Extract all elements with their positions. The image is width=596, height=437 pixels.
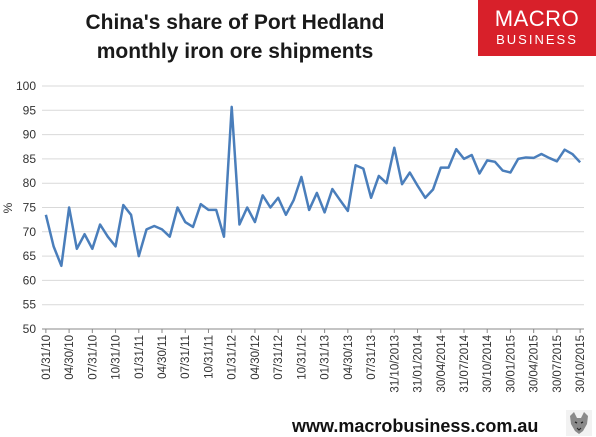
y-tick-label: 85 — [23, 152, 37, 166]
x-tick-label: 31/01/2014 — [413, 334, 425, 392]
x-tick-label: 31/07/2014 — [459, 334, 471, 392]
x-tick-label: 07/31/13 — [366, 335, 378, 380]
x-tick-label: 04/30/13 — [343, 335, 355, 380]
y-tick-label: 55 — [23, 298, 37, 312]
x-tick-label: 30/04/2014 — [436, 334, 448, 392]
y-tick-label: 60 — [23, 273, 37, 287]
logo-line-1: MACRO — [494, 6, 580, 31]
y-tick-label: 90 — [23, 128, 37, 142]
x-tick-label: 07/31/10 — [87, 335, 99, 380]
x-tick-label: 30/10/2014 — [482, 334, 494, 392]
y-tick-label: 75 — [23, 201, 37, 215]
y-tick-label: 70 — [23, 225, 37, 239]
x-tick-label: 01/31/10 — [41, 335, 53, 380]
x-tick-label: 31/10/2013 — [389, 335, 401, 393]
y-tick-label: 80 — [23, 176, 37, 190]
logo-line-2: BUSINESS — [496, 32, 578, 47]
x-tick-label: 30/04/2015 — [529, 335, 541, 393]
y-tick-label: 50 — [23, 322, 37, 336]
x-tick-label: 04/30/10 — [64, 335, 76, 380]
x-tick-label: 30/10/2015 — [575, 335, 587, 393]
y-tick-label: 95 — [23, 103, 37, 117]
x-tick-label: 04/30/11 — [157, 335, 169, 379]
x-tick-label: 07/31/12 — [273, 335, 285, 380]
y-axis-label: % — [1, 202, 15, 213]
x-tick-label: 01/31/12 — [227, 335, 239, 380]
y-axis-tick-labels: 50 55 60 65 70 75 80 85 90 95 100 — [16, 79, 36, 336]
x-tick-label: 01/31/13 — [320, 335, 332, 380]
x-tick-label: 04/30/12 — [250, 335, 262, 380]
y-tick-label: 65 — [23, 249, 37, 263]
chart-title-line-2: monthly iron ore shipments — [96, 40, 374, 63]
x-tick-label: 10/31/10 — [111, 335, 123, 380]
macro-business-logo: MACRO BUSINESS — [478, 0, 596, 56]
x-tick-label: 10/31/12 — [296, 335, 308, 380]
x-tick-label: 07/31/11 — [180, 335, 192, 379]
series-line — [44, 105, 582, 268]
gridlines — [42, 85, 584, 330]
y-tick-label: 100 — [16, 79, 36, 93]
chart-title: China's share of Port Hedland monthly ir… — [0, 8, 470, 66]
x-tick-label: 01/31/11 — [134, 335, 146, 379]
chart-title-line-1: China's share of Port Hedland — [85, 11, 385, 34]
x-tick-label: 10/31/11 — [203, 335, 215, 379]
wolf-icon — [566, 410, 592, 436]
x-tick-label: 30/01/2015 — [505, 335, 517, 393]
x-axis-tick-labels: 01/31/10 04/30/10 07/31/10 10/31/10 01/31/11… — [41, 329, 587, 393]
x-tick-label: 30/07/2015 — [552, 335, 564, 393]
footer-url: www.macrobusiness.com.au — [292, 416, 539, 436]
